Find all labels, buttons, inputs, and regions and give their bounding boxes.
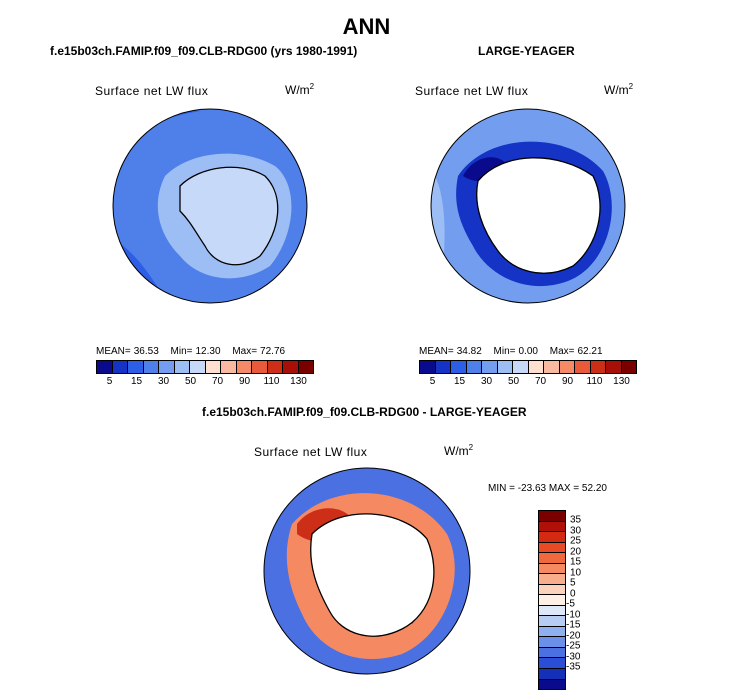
model-colorbar-tick: 70 [211, 376, 224, 387]
diff-colorbar-swatch-13 [539, 647, 565, 659]
obs-colorbar-swatch-13 [621, 361, 636, 373]
obs-colorbar-tick: 30 [480, 376, 493, 387]
obs-colorbar-swatch-11 [590, 361, 606, 373]
model-colorbar-swatch-3 [143, 361, 159, 373]
obs-colorbar-tick: 50 [507, 376, 520, 387]
diff-colorbar [538, 510, 566, 690]
model-colorbar-swatch-10 [252, 361, 268, 373]
model-colorbar-swatch-2 [128, 361, 144, 373]
obs-colorbar-tick: 15 [453, 376, 466, 387]
obs-colorbar-swatch-3 [466, 361, 482, 373]
model-colorbar-tick: 130 [290, 376, 307, 387]
obs-colorbar-swatch-2 [451, 361, 467, 373]
diff-colorbar-swatch-7 [539, 584, 565, 596]
diff-colorbar-tick: -25 [566, 640, 581, 652]
diff-colorbar-tick: -35 [566, 661, 581, 673]
diff-colorbar-tick: 15 [570, 556, 582, 568]
obs-colorbar-tick: 5 [429, 376, 436, 387]
diff-colorbar-tick: -30 [566, 651, 581, 663]
model-colorbar-swatch-0 [97, 361, 113, 373]
diff-colorbar-swatch-14 [539, 658, 565, 669]
model-colorbar-swatch-6 [190, 361, 206, 373]
obs-case-title: LARGE-YEAGER [478, 44, 575, 58]
diff-variable-label: Surface net LW flux [254, 445, 368, 459]
diff-colorbar-swatch-2 [539, 532, 565, 543]
model-colorbar-tick: 50 [184, 376, 197, 387]
diff-colorbar-swatch-0 [539, 511, 565, 522]
model-colorbar-swatch-4 [159, 361, 175, 373]
model-stats: MEAN= 36.53 Min= 12.30 Max= 72.76 [96, 346, 286, 357]
obs-colorbar [419, 360, 637, 374]
model-colorbar-swatch-12 [283, 361, 299, 373]
obs-colorbar-swatch-5 [497, 361, 513, 373]
diff-colorbar-swatch-16 [539, 679, 565, 690]
model-colorbar-swatch-5 [174, 361, 190, 373]
model-variable-label: Surface net LW flux [95, 84, 209, 98]
diff-colorbar-tick: -20 [566, 630, 581, 642]
obs-colorbar-swatch-12 [606, 361, 622, 373]
model-polar-map [112, 108, 308, 304]
obs-colorbar-tick: 70 [534, 376, 547, 387]
obs-stats: MEAN= 34.82 Min= 0.00 Max= 62.21 [419, 346, 603, 357]
model-colorbar-tick: 30 [157, 376, 170, 387]
diff-polar-map [263, 467, 471, 675]
diff-colorbar-tick: 30 [570, 525, 582, 537]
model-colorbar-tick: 5 [106, 376, 113, 387]
obs-polar-map [430, 108, 626, 304]
model-colorbar-swatch-1 [112, 361, 128, 373]
diff-colorbar-tick: 5 [570, 577, 576, 589]
diff-colorbar-tick: 35 [570, 514, 582, 526]
model-colorbar-swatch-13 [298, 361, 313, 373]
diff-colorbar-tick: -10 [566, 609, 581, 621]
model-colorbar-tick: 90 [238, 376, 251, 387]
model-colorbar-swatch-8 [221, 361, 237, 373]
diff-colorbar-swatch-11 [539, 626, 565, 638]
diff-colorbar-swatch-9 [539, 605, 565, 617]
diff-units-label: W/m2 [444, 443, 474, 458]
model-colorbar-tick: 15 [130, 376, 143, 387]
obs-colorbar-swatch-1 [435, 361, 451, 373]
diff-case-title: f.e15b03ch.FAMIP.f09_f09.CLB-RDG00 - LAR… [202, 405, 527, 419]
obs-colorbar-swatch-7 [528, 361, 544, 373]
diff-colorbar-swatch-12 [539, 637, 565, 648]
diff-colorbar-tick: 20 [570, 546, 582, 558]
model-units-label: W/m2 [285, 82, 315, 97]
obs-colorbar-swatch-10 [575, 361, 591, 373]
diff-colorbar-tick: 10 [570, 567, 582, 579]
main-title: ANN [342, 14, 391, 39]
model-colorbar-tick: 110 [263, 376, 280, 387]
obs-colorbar-swatch-8 [544, 361, 560, 373]
obs-colorbar-tick: 110 [586, 376, 603, 387]
model-colorbar-swatch-9 [236, 361, 252, 373]
obs-colorbar-tick: 90 [561, 376, 574, 387]
diff-colorbar-swatch-6 [539, 574, 565, 585]
obs-variable-label: Surface net LW flux [415, 84, 529, 98]
obs-colorbar-swatch-9 [559, 361, 575, 373]
obs-colorbar-swatch-0 [420, 361, 436, 373]
model-case-title: f.e15b03ch.FAMIP.f09_f09.CLB-RDG00 (yrs … [50, 44, 358, 58]
obs-colorbar-swatch-4 [482, 361, 498, 373]
diff-colorbar-swatch-1 [539, 521, 565, 533]
m2-land-region [476, 157, 601, 274]
diff-stats: MIN = -23.63 MAX = 52.20 [488, 483, 607, 494]
diff-colorbar-swatch-3 [539, 542, 565, 554]
m1-land-region [179, 166, 279, 266]
obs-units-label: W/m2 [604, 82, 634, 97]
model-colorbar-swatch-7 [205, 361, 221, 373]
diff-colorbar-tick: 25 [570, 535, 582, 547]
diff-colorbar-swatch-5 [539, 563, 565, 575]
diff-colorbar-swatch-4 [539, 553, 565, 564]
obs-colorbar-tick: 130 [613, 376, 630, 387]
diff-colorbar-tick: 0 [570, 588, 576, 600]
obs-colorbar-swatch-6 [513, 361, 529, 373]
diff-colorbar-swatch-15 [539, 668, 565, 680]
model-colorbar [96, 360, 314, 374]
model-colorbar-swatch-11 [267, 361, 283, 373]
diff-colorbar-tick: -5 [566, 598, 575, 610]
diff-colorbar-swatch-10 [539, 616, 565, 627]
m3-land-region [310, 513, 435, 637]
diff-colorbar-swatch-8 [539, 595, 565, 606]
diff-colorbar-tick: -15 [566, 619, 581, 631]
